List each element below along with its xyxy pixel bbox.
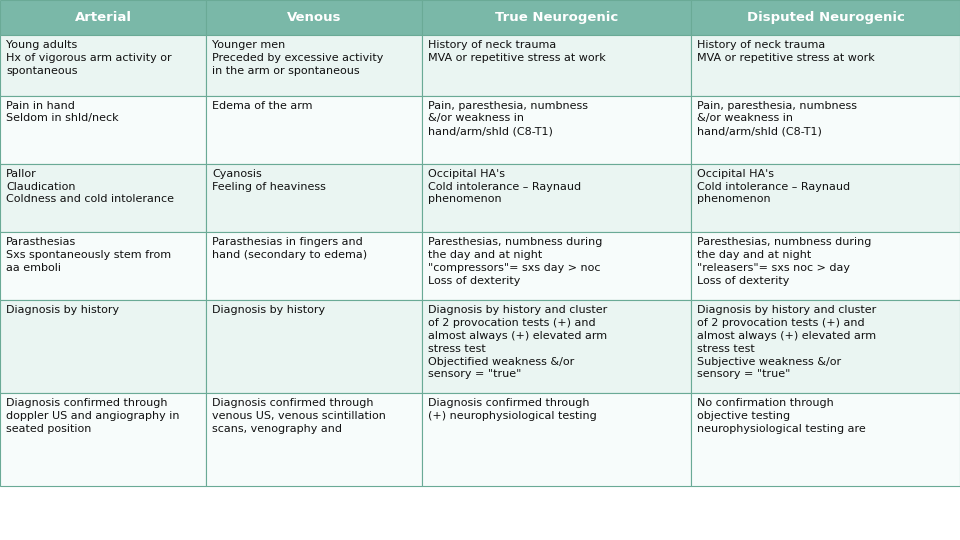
Text: Pain, paresthesia, numbness
&/or weakness in
hand/arm/shld (C8-T1): Pain, paresthesia, numbness &/or weaknes…	[697, 100, 857, 136]
Bar	[206, 96, 422, 164]
Text: Cyanosis
Feeling of heaviness: Cyanosis Feeling of heaviness	[212, 169, 326, 192]
Bar	[206, 164, 422, 232]
Text: Arterial: Arterial	[75, 11, 132, 24]
Bar	[0, 0, 206, 35]
Bar	[206, 393, 422, 486]
Bar	[206, 0, 422, 35]
Text: Diagnosis confirmed through
doppler US and angiography in
seated position: Diagnosis confirmed through doppler US a…	[6, 398, 180, 434]
Text: Young adults
Hx of vigorous arm activity or
spontaneous: Young adults Hx of vigorous arm activity…	[6, 40, 172, 76]
Text: Diagnosis confirmed through
venous US, venous scintillation
scans, venography an: Diagnosis confirmed through venous US, v…	[212, 398, 386, 434]
Bar	[206, 35, 422, 96]
Text: Pain, paresthesia, numbness
&/or weakness in
hand/arm/shld (C8-T1): Pain, paresthesia, numbness &/or weaknes…	[428, 100, 588, 136]
Bar	[422, 96, 691, 164]
Bar	[0, 232, 206, 300]
Text: Paresthesias, numbness during
the day and at night
"releasers"= sxs noc > day
Lo: Paresthesias, numbness during the day an…	[697, 237, 872, 286]
Text: Parasthesias in fingers and
hand (secondary to edema): Parasthesias in fingers and hand (second…	[212, 237, 368, 260]
Bar	[422, 232, 691, 300]
Bar	[422, 0, 691, 35]
Text: Pain in hand
Seldom in shld/neck: Pain in hand Seldom in shld/neck	[6, 100, 119, 124]
Bar	[422, 35, 691, 96]
Bar	[206, 300, 422, 393]
Bar	[0, 96, 206, 164]
Bar	[691, 35, 960, 96]
Text: Occipital HA's
Cold intolerance – Raynaud
phenomenon: Occipital HA's Cold intolerance – Raynau…	[697, 169, 851, 205]
Text: Pallor
Claudication
Coldness and cold intolerance: Pallor Claudication Coldness and cold in…	[6, 169, 174, 205]
Bar	[0, 164, 206, 232]
Text: Disputed Neurogenic: Disputed Neurogenic	[747, 11, 904, 24]
Bar	[0, 35, 206, 96]
Bar	[422, 393, 691, 486]
Text: Edema of the arm: Edema of the arm	[212, 100, 313, 111]
Bar	[206, 232, 422, 300]
Text: Occipital HA's
Cold intolerance – Raynaud
phenomenon: Occipital HA's Cold intolerance – Raynau…	[428, 169, 582, 205]
Text: True Neurogenic: True Neurogenic	[495, 11, 618, 24]
Text: Diagnosis confirmed through
(+) neurophysiological testing: Diagnosis confirmed through (+) neurophy…	[428, 398, 597, 421]
Bar	[0, 393, 206, 486]
Text: Younger men
Preceded by excessive activity
in the arm or spontaneous: Younger men Preceded by excessive activi…	[212, 40, 384, 76]
Bar	[691, 164, 960, 232]
Text: Diagnosis by history and cluster
of 2 provocation tests (+) and
almost always (+: Diagnosis by history and cluster of 2 pr…	[428, 305, 608, 379]
Bar	[422, 300, 691, 393]
Bar	[691, 300, 960, 393]
Bar	[691, 232, 960, 300]
Text: Diagnosis by history and cluster
of 2 provocation tests (+) and
almost always (+: Diagnosis by history and cluster of 2 pr…	[697, 305, 876, 379]
Text: Diagnosis by history: Diagnosis by history	[6, 305, 119, 315]
Text: Parasthesias
Sxs spontaneously stem from
aa emboli: Parasthesias Sxs spontaneously stem from…	[6, 237, 171, 273]
Text: No confirmation through
objective testing
neurophysiological testing are: No confirmation through objective testin…	[697, 398, 866, 434]
Bar	[422, 164, 691, 232]
Text: Venous: Venous	[287, 11, 342, 24]
Text: Diagnosis by history: Diagnosis by history	[212, 305, 325, 315]
Bar	[691, 0, 960, 35]
Bar	[691, 393, 960, 486]
Bar	[0, 300, 206, 393]
Text: History of neck trauma
MVA or repetitive stress at work: History of neck trauma MVA or repetitive…	[428, 40, 606, 63]
Bar	[691, 96, 960, 164]
Text: History of neck trauma
MVA or repetitive stress at work: History of neck trauma MVA or repetitive…	[697, 40, 875, 63]
Text: Paresthesias, numbness during
the day and at night
"compressors"= sxs day > noc
: Paresthesias, numbness during the day an…	[428, 237, 603, 286]
